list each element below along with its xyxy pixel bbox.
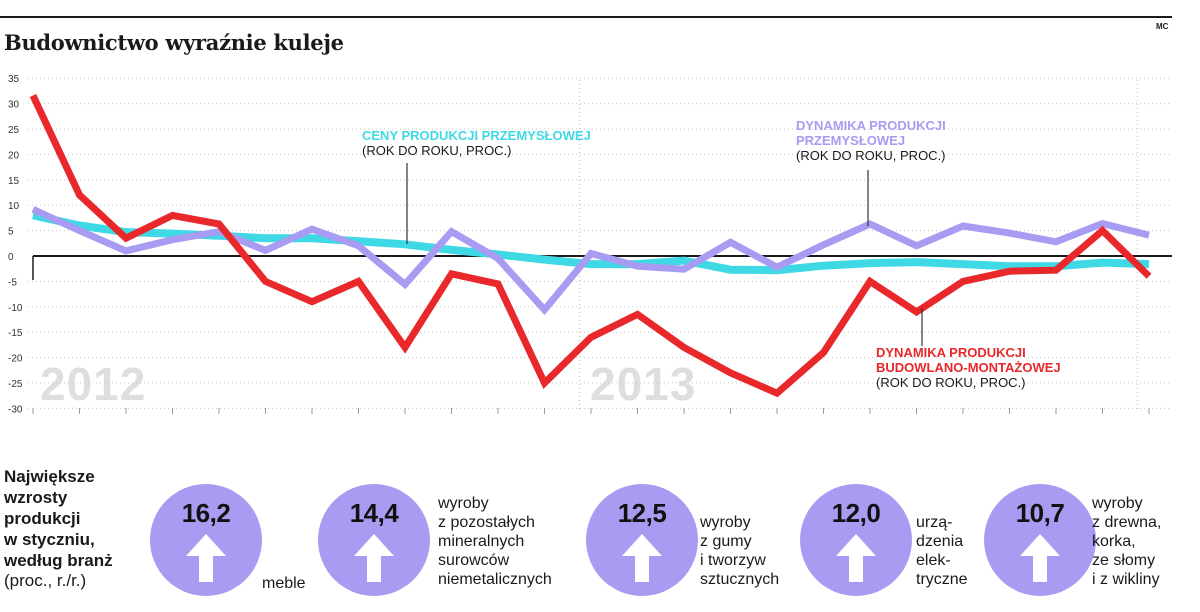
stat-value-4: 12,0: [831, 498, 881, 528]
stat-label-4: urzą- dzenia elek- tryczne: [916, 514, 968, 588]
series-line-budowlana: [29, 94, 1152, 398]
y-tick-label: 10: [8, 201, 20, 212]
year-label: 2013: [590, 358, 696, 410]
chart-title: Budownictwo wyraźnie kuleje: [4, 30, 344, 55]
y-tick-label: -5: [8, 277, 17, 288]
stat-circle-3: 12,5: [586, 484, 698, 596]
series-label-budowlana: DYNAMIKA PRODUKCJI BUDOWLANO-MONTAŻOWEJ: [876, 345, 1061, 375]
up-arrow-icon: [186, 534, 226, 582]
stat-circle-1: 16,2: [150, 484, 262, 596]
top-rule: [0, 16, 1172, 18]
y-tick-label: -20: [8, 354, 23, 365]
stat-value-1: 16,2: [181, 498, 231, 528]
stat-label-1: meble: [262, 575, 306, 592]
stat-circle-2: 14,4: [318, 484, 430, 596]
y-tick-label: 0: [8, 252, 14, 263]
stat-label-5: wyroby z drewna, korka, ze słomy i z wik…: [1092, 495, 1162, 588]
series-subtitle-budowlana: (ROK DO ROKU, PROC.): [876, 375, 1026, 390]
stats-heading: Największe wzrosty produkcji w styczniu,…: [4, 467, 113, 570]
y-tick-label: -10: [8, 303, 23, 314]
stat-label-3: wyroby z gumy i tworzyw sztucznych: [700, 514, 780, 588]
series-line-ceny: [32, 211, 1150, 275]
stat-circle-4: 12,0: [800, 484, 912, 596]
y-tick-label: 15: [8, 176, 20, 187]
year-label: 2012: [40, 358, 146, 410]
y-tick-label: 25: [8, 125, 20, 136]
y-tick-label: -25: [8, 379, 23, 390]
stat-value-3: 12,5: [617, 498, 667, 528]
y-tick-label: 30: [8, 100, 20, 111]
series-label-ceny: CENY PRODUKCJI PRZEMYSŁOWEJ: [362, 128, 591, 143]
series-subtitle-przemyslowa: (ROK DO ROKU, PROC.): [796, 148, 946, 163]
y-tick-label: -30: [8, 404, 23, 415]
author-credit: MC: [1156, 22, 1169, 31]
up-arrow-icon: [622, 534, 662, 582]
up-arrow-icon: [354, 534, 394, 582]
y-tick-label: 35: [8, 74, 20, 85]
stat-label-2: wyroby z pozostałych mineralnych surowcó…: [438, 495, 552, 588]
line-chart: 2012 2013 35 30 25 20 15 10 5 0 -5 -10 -15 -20 -25 -30 C…: [8, 74, 1172, 415]
series-subtitle-ceny: (ROK DO ROKU, PROC.): [362, 143, 512, 158]
stat-circle-5: 10,7: [984, 484, 1096, 596]
y-tick-label: 20: [8, 150, 20, 161]
up-arrow-icon: [836, 534, 876, 582]
series-line-przemyslowa: [31, 206, 1150, 316]
stats-unit: (proc., r./r.): [4, 571, 87, 590]
y-tick-label: 5: [8, 227, 14, 238]
stat-value-5: 10,7: [1015, 498, 1065, 528]
up-arrow-icon: [1020, 534, 1060, 582]
stat-value-2: 14,4: [349, 498, 399, 528]
series-label-przemyslowa: DYNAMIKA PRODUKCJI PRZEMYSŁOWEJ: [796, 118, 946, 148]
y-tick-label: -15: [8, 328, 23, 339]
